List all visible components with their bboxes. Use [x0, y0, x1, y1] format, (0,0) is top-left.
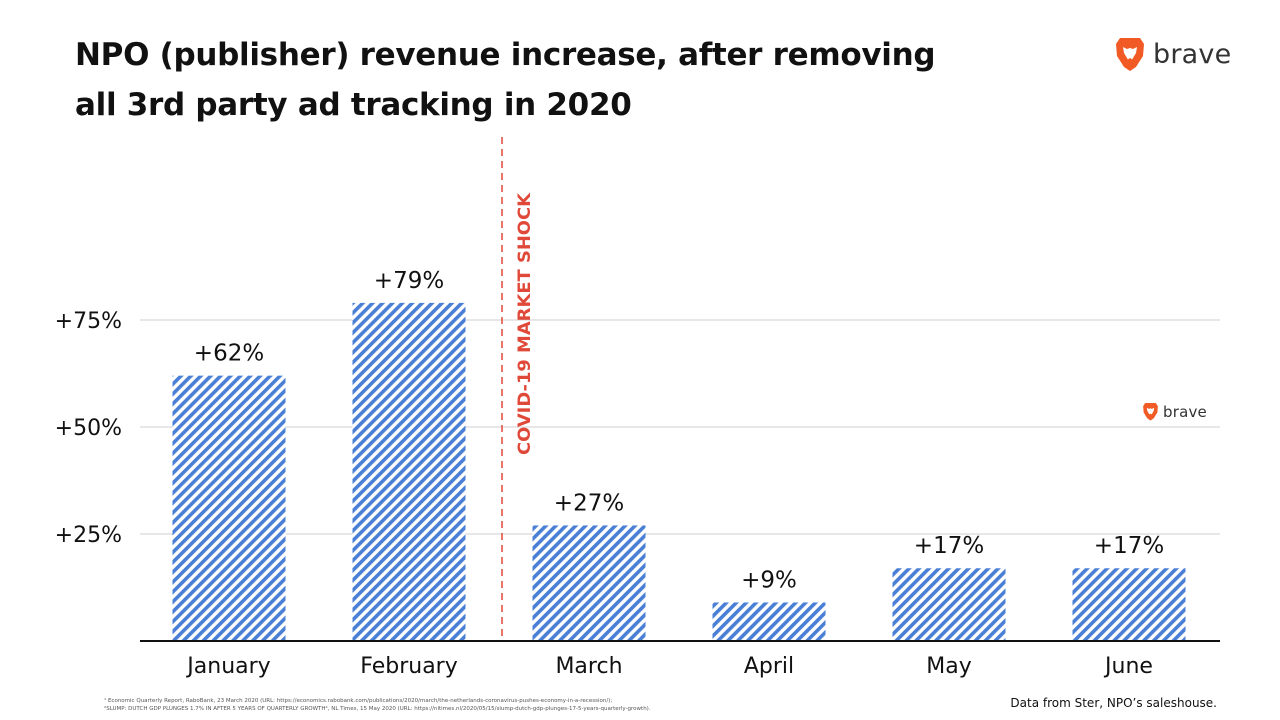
brave-lion-icon: [1116, 38, 1144, 71]
bars: [172, 302, 1186, 641]
brave-logo-small: brave: [1142, 402, 1207, 421]
brave-wordmark-small: brave: [1163, 402, 1207, 421]
data-source: Data from Ster, NPO’s saleshouse.: [1010, 696, 1217, 710]
value-label: +17%: [914, 533, 984, 559]
bar-march: [532, 525, 646, 641]
footnote-2: ²SLUMP: DUTCH GDP PLUNGES 1.7% IN AFTER …: [104, 706, 651, 712]
title-line-1: NPO (publisher) revenue increase, after …: [75, 37, 936, 73]
value-label: +17%: [1094, 533, 1164, 559]
brave-wordmark: brave: [1153, 38, 1232, 70]
bar-may: [892, 568, 1006, 641]
x-tick-label: May: [926, 654, 971, 679]
value-label: +79%: [374, 268, 444, 294]
brave-logo: brave: [1114, 36, 1231, 72]
covid-annotation: COVID-19 MARKET SHOCK: [501, 137, 535, 641]
value-label: +27%: [554, 490, 624, 516]
gridlines: [140, 319, 1220, 535]
x-tick-label: April: [744, 654, 794, 679]
y-tick-label: +25%: [55, 523, 122, 548]
covid-annotation-label: COVID-19 MARKET SHOCK: [515, 192, 535, 455]
title-line-2: all 3rd party ad tracking in 2020: [75, 87, 632, 123]
value-labels: +62% +79% +27% +9% +17% +17%: [194, 268, 1164, 594]
chart-title: NPO (publisher) revenue increase, after …: [75, 30, 975, 130]
bar-february: [352, 302, 466, 641]
bar-january: [172, 375, 286, 641]
x-tick-label: January: [185, 654, 270, 679]
value-label: +62%: [194, 341, 264, 367]
x-tick-label: February: [360, 654, 458, 679]
brave-lion-icon: [1143, 403, 1158, 421]
x-axis-ticks: January February March April May June: [185, 654, 1153, 679]
footnotes: ¹ Economic Quarterly Report, RaboBank, 2…: [104, 697, 924, 713]
footnote-1: ¹ Economic Quarterly Report, RaboBank, 2…: [104, 698, 613, 704]
y-tick-label: +50%: [55, 416, 122, 441]
y-tick-label: +75%: [55, 309, 122, 334]
bar-june: [1072, 568, 1186, 641]
x-tick-label: June: [1103, 654, 1153, 679]
value-label: +9%: [741, 567, 797, 593]
x-tick-label: March: [555, 654, 622, 679]
bar-april: [712, 602, 826, 641]
y-axis-ticks: +25% +50% +75%: [55, 309, 122, 548]
